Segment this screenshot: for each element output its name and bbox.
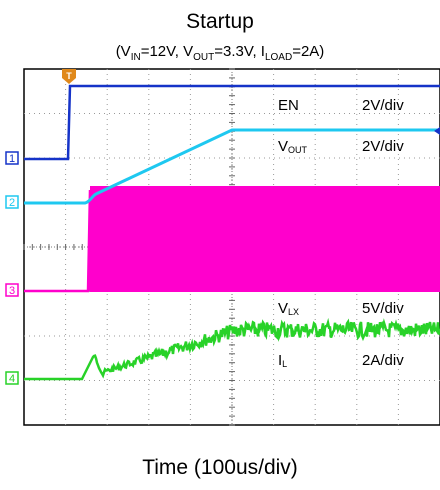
trigger-marker: T — [66, 71, 72, 81]
channel-labels: EN 2V/div VOUT 2V/div VLX 5V/div IL 2A/div — [278, 97, 404, 369]
channel-name-0: EN — [278, 97, 299, 114]
trigger-marker-shape — [62, 69, 76, 84]
channel-marker-2-box — [5, 195, 19, 209]
channel-markers: 1 2 3 4 T — [5, 69, 440, 385]
trace-il — [24, 317, 440, 381]
subtitle-vout-val: =3.3V, I — [214, 43, 265, 60]
subtitle-vin-sub: IN — [130, 52, 141, 63]
channel-marker-4: 4 — [9, 373, 15, 385]
channel-marker-3-box — [5, 283, 19, 297]
subtitle-vout-sub: OUT — [193, 52, 215, 63]
level-arrow — [434, 127, 440, 135]
subtitle-prefix: (V — [115, 43, 131, 60]
chart-subtitle: (VIN=12V, VOUT=3.3V, ILOAD=2A) — [0, 43, 440, 63]
channel-scale-0: 2V/div — [362, 97, 404, 114]
channel-scale-1: 2V/div — [362, 138, 404, 155]
subtitle-vin-val: =12V, V — [140, 43, 194, 60]
channel-marker-3: 3 — [9, 285, 15, 297]
channel-scale-2: 5V/div — [362, 300, 404, 317]
channel-name-2: VLX — [278, 300, 299, 317]
scope-traces — [24, 84, 440, 381]
trace-vout — [24, 128, 440, 205]
channel-marker-2: 2 — [9, 197, 15, 209]
subtitle-iload-val: =2A) — [292, 43, 325, 60]
channel-name-1: VOUT — [278, 138, 308, 155]
channel-marker-1-box — [5, 151, 19, 165]
subtitle-iload-sub: LOAD — [264, 52, 293, 63]
trace-vlx-switching — [90, 186, 440, 292]
chart-title: Startup — [186, 10, 254, 33]
channel-marker-4-box — [5, 371, 19, 385]
channel-marker-1: 1 — [9, 153, 15, 165]
channel-scale-3: 2A/div — [362, 352, 404, 369]
x-axis-label: Time (100us/div) — [142, 456, 298, 479]
channel-name-3: IL — [278, 352, 287, 369]
trace-en — [24, 84, 440, 161]
